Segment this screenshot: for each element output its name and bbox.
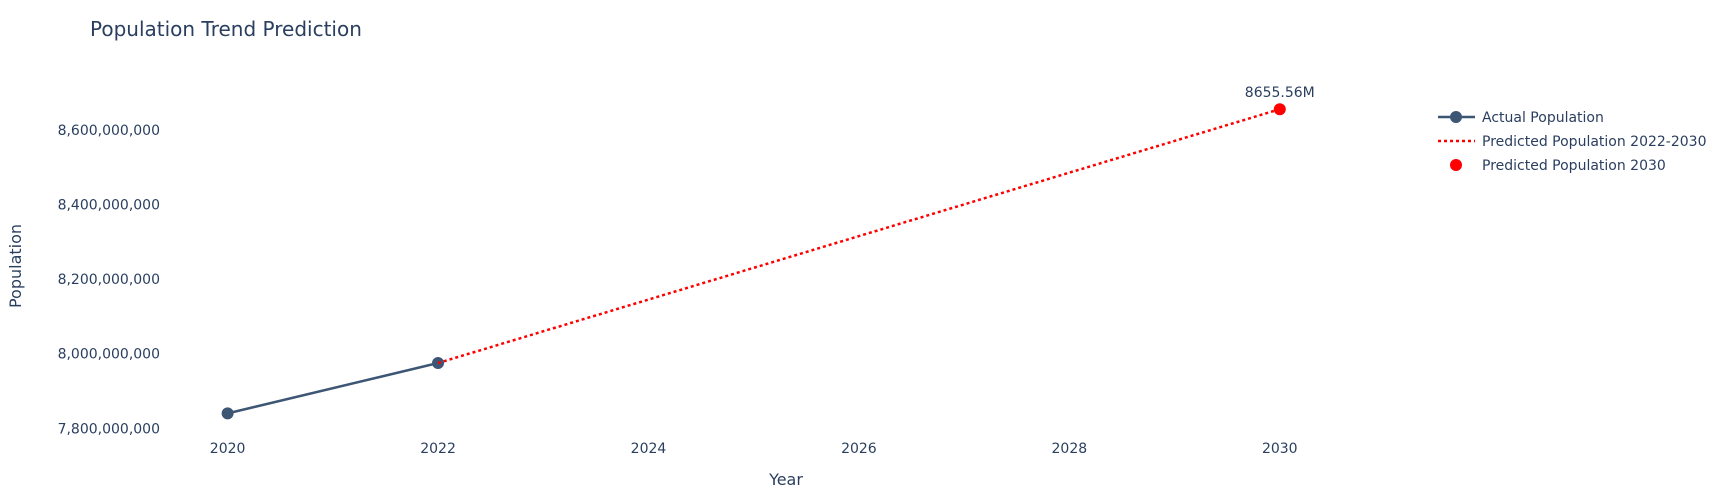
- y-axis-title: Population: [6, 224, 25, 308]
- x-tick-label: 2028: [1052, 441, 1088, 457]
- x-tick-label: 2026: [841, 441, 877, 457]
- y-tick-label: 8,200,000,000: [58, 272, 160, 288]
- legend-item[interactable]: Predicted Population 2022-2030: [1438, 134, 1707, 150]
- y-tick-label: 8,600,000,000: [58, 123, 160, 139]
- x-tick-label: 2020: [210, 441, 246, 457]
- legend-label: Predicted Population 2030: [1482, 158, 1666, 174]
- x-tick-label: 2030: [1262, 441, 1298, 457]
- y-tick-label: 8,400,000,000: [58, 198, 160, 214]
- legend[interactable]: Actual Population Predicted Population 20…: [1438, 110, 1707, 174]
- legend-swatch-marker: [1450, 111, 1462, 123]
- legend-swatch-marker: [1450, 159, 1462, 171]
- y-tick-label: 8,000,000,000: [58, 347, 160, 363]
- legend-item[interactable]: Actual Population: [1438, 110, 1604, 126]
- series-line: [227, 361, 439, 415]
- legend-label: Predicted Population 2022-2030: [1482, 134, 1707, 150]
- plot-area: 8655.56M: [221, 85, 1315, 420]
- x-axis-title: Year: [768, 470, 803, 489]
- legend-item[interactable]: Predicted Population 2030: [1450, 158, 1666, 174]
- chart-title: Population Trend Prediction: [90, 17, 362, 41]
- legend-label: Actual Population: [1482, 110, 1604, 126]
- x-axis-ticks: 2020 2022 2024 2026 2028 2030: [210, 441, 1298, 457]
- x-tick-label: 2024: [631, 441, 667, 457]
- point-annotation: 8655.56M: [1245, 85, 1315, 101]
- y-axis-ticks: 7,800,000,000 8,000,000,000 8,200,000,000 8…: [58, 123, 160, 437]
- series-point: [1273, 103, 1286, 116]
- series-point: [221, 407, 234, 420]
- x-tick-label: 2022: [420, 441, 456, 457]
- series-line: [437, 108, 1281, 365]
- y-tick-label: 7,800,000,000: [58, 421, 160, 437]
